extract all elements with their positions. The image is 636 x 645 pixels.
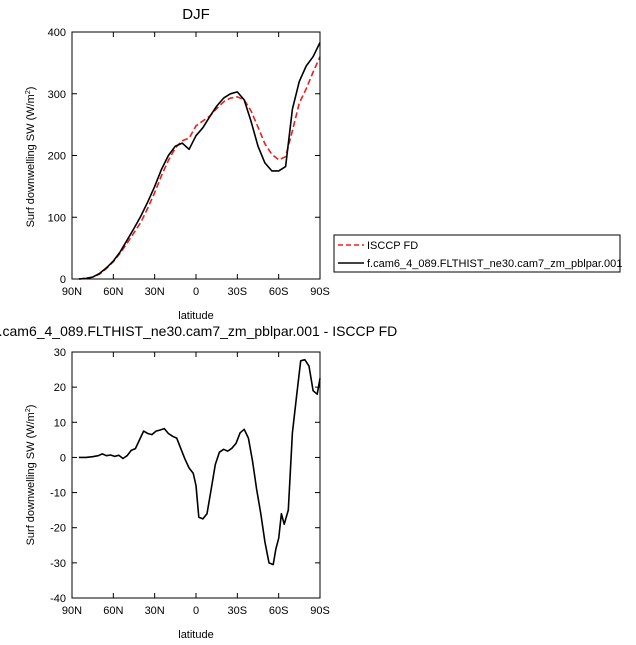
- x-tick-label: 60N: [103, 286, 123, 298]
- y-tick-label: -40: [50, 593, 66, 605]
- y-tick-label: 100: [48, 212, 66, 224]
- x-tick-label: 90N: [62, 286, 82, 298]
- difference-line: [78, 358, 321, 566]
- y-tick-label: -20: [50, 523, 66, 535]
- y-tick-label: 400: [48, 27, 66, 39]
- bottom-y-axis-label: Surf downwelling SW (W/m2): [25, 405, 37, 546]
- x-tick-label: 0: [193, 605, 199, 617]
- y-tick-label: -30: [50, 558, 66, 570]
- legend-label-model: f.cam6_4_089.FLTHIST_ne30.cam7_zm_pblpar…: [367, 258, 622, 270]
- y-tick-label: -10: [50, 488, 66, 500]
- x-tick-label: 90N: [62, 605, 82, 617]
- top-x-axis-label: latitude: [178, 310, 213, 322]
- x-tick-label: 90S: [310, 286, 330, 298]
- model-line: [78, 42, 321, 280]
- bottom-panel-title: f.cam6_4_089.FLTHIST_ne30.cam7_zm_pblpar…: [0, 323, 397, 339]
- y-tick-label: 0: [60, 274, 66, 286]
- x-tick-label: 90S: [310, 605, 330, 617]
- x-tick-label: 30S: [228, 286, 248, 298]
- x-tick-label: 60S: [269, 286, 289, 298]
- y-tick-label: 0: [60, 452, 66, 464]
- top-y-axis-label: Surf downwelling SW (W/m2): [25, 87, 37, 228]
- x-tick-label: 60S: [269, 605, 289, 617]
- bottom-plot-frame: [71, 351, 321, 599]
- x-tick-label: 30N: [145, 605, 165, 617]
- x-tick-label: 0: [193, 286, 199, 298]
- x-tick-label: 30S: [228, 605, 248, 617]
- legend-box: [333, 234, 621, 273]
- y-tick-label: 300: [48, 89, 66, 101]
- top-plot-frame: [71, 31, 321, 280]
- bottom-ticks: 90N 60N 30N 0 30S 60S 90S 30 20 10 0 -10 -20 -30 -40: [50, 347, 330, 617]
- bottom-panel: f.cam6_4_089.FLTHIST_ne30.cam7_zm_pblpar…: [0, 323, 397, 641]
- x-tick-label: 30N: [145, 286, 165, 298]
- x-tick-label: 60N: [103, 605, 123, 617]
- bottom-series: [78, 358, 321, 566]
- y-tick-label: 200: [48, 151, 66, 163]
- y-tick-label: 20: [54, 382, 66, 394]
- legend: ISCCP FD f.cam6_4_089.FLTHIST_ne30.cam7_…: [333, 234, 622, 273]
- legend-label-isccp: ISCCP FD: [367, 240, 418, 252]
- y-tick-label: 10: [54, 417, 66, 429]
- top-ticks: 90N 60N 30N 0 30S 60S 90S 0 100 200 300 400: [48, 27, 330, 298]
- top-panel-title: DJF: [182, 6, 210, 23]
- y-tick-label: 30: [54, 347, 66, 359]
- top-series: [78, 42, 321, 280]
- bottom-x-axis-label: latitude: [178, 629, 213, 641]
- top-panel: DJF 90N 60N 30N 0 30S 60S 90S 0 100 200 300 400 lat…: [25, 6, 330, 322]
